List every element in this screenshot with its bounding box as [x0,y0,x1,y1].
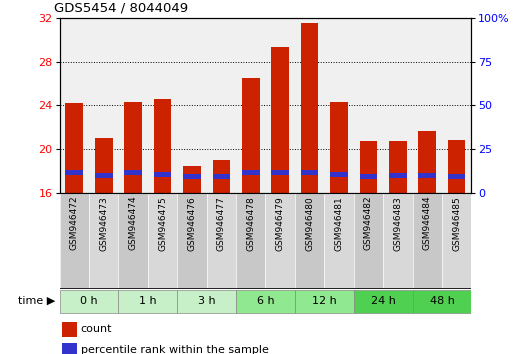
Text: GSM946472: GSM946472 [70,196,79,250]
Bar [95,138,112,193]
Bar [419,131,436,193]
Bar [124,171,142,175]
Bar [442,193,471,289]
Bar [448,174,466,179]
Text: GSM946476: GSM946476 [188,196,196,251]
Text: 1 h: 1 h [139,296,156,306]
Bar [212,160,230,193]
Text: GSM946475: GSM946475 [158,196,167,251]
Bar [65,103,83,193]
Text: GSM946484: GSM946484 [423,196,432,250]
Bar [324,193,354,289]
Bar [412,193,442,289]
Text: GSM946474: GSM946474 [128,196,138,250]
Text: 3 h: 3 h [198,296,215,306]
Bar [154,172,171,177]
Bar [242,171,260,175]
Text: percentile rank within the sample: percentile rank within the sample [81,345,269,354]
Text: GSM946482: GSM946482 [364,196,373,250]
Text: GSM946485: GSM946485 [452,196,461,251]
Bar [183,166,201,193]
Bar [354,290,412,313]
Bar [242,78,260,193]
Text: GDS5454 / 8044049: GDS5454 / 8044049 [54,1,189,14]
Bar [383,193,412,289]
Bar [389,142,407,193]
Bar [236,290,295,313]
Text: 24 h: 24 h [371,296,396,306]
Bar [266,193,295,289]
Bar [177,193,207,289]
Bar [62,322,77,337]
Bar [359,142,377,193]
Text: 12 h: 12 h [312,296,337,306]
Bar [236,193,266,289]
Bar [295,290,354,313]
Bar [295,193,324,289]
Bar [330,172,348,177]
Text: GSM946480: GSM946480 [305,196,314,251]
Bar [60,290,119,313]
Bar [330,102,348,193]
Text: GSM946478: GSM946478 [246,196,255,251]
Bar [60,193,89,289]
Bar [271,171,289,175]
Bar [89,193,119,289]
Text: GSM946479: GSM946479 [276,196,285,251]
Text: 48 h: 48 h [429,296,454,306]
Bar [419,173,436,178]
Text: 6 h: 6 h [256,296,275,306]
Bar [62,343,77,354]
Text: time ▶: time ▶ [18,296,55,306]
Text: count: count [81,324,112,334]
Bar [183,174,201,179]
Bar [65,171,83,175]
Bar [389,173,407,178]
Text: GSM946473: GSM946473 [99,196,108,251]
Bar [119,193,148,289]
Bar [95,173,112,178]
Bar [354,193,383,289]
Text: 0 h: 0 h [80,296,98,306]
Text: GSM946477: GSM946477 [217,196,226,251]
Bar [271,47,289,193]
Bar [154,99,171,193]
Bar [207,193,236,289]
Bar [212,174,230,179]
Bar [412,290,471,313]
Text: GSM946483: GSM946483 [393,196,402,251]
Bar [177,290,236,313]
Bar [301,171,319,175]
Bar [448,140,466,193]
Bar [148,193,177,289]
Text: GSM946481: GSM946481 [335,196,343,251]
Bar [124,102,142,193]
Bar [359,174,377,179]
Bar [119,290,177,313]
Bar [301,23,319,193]
